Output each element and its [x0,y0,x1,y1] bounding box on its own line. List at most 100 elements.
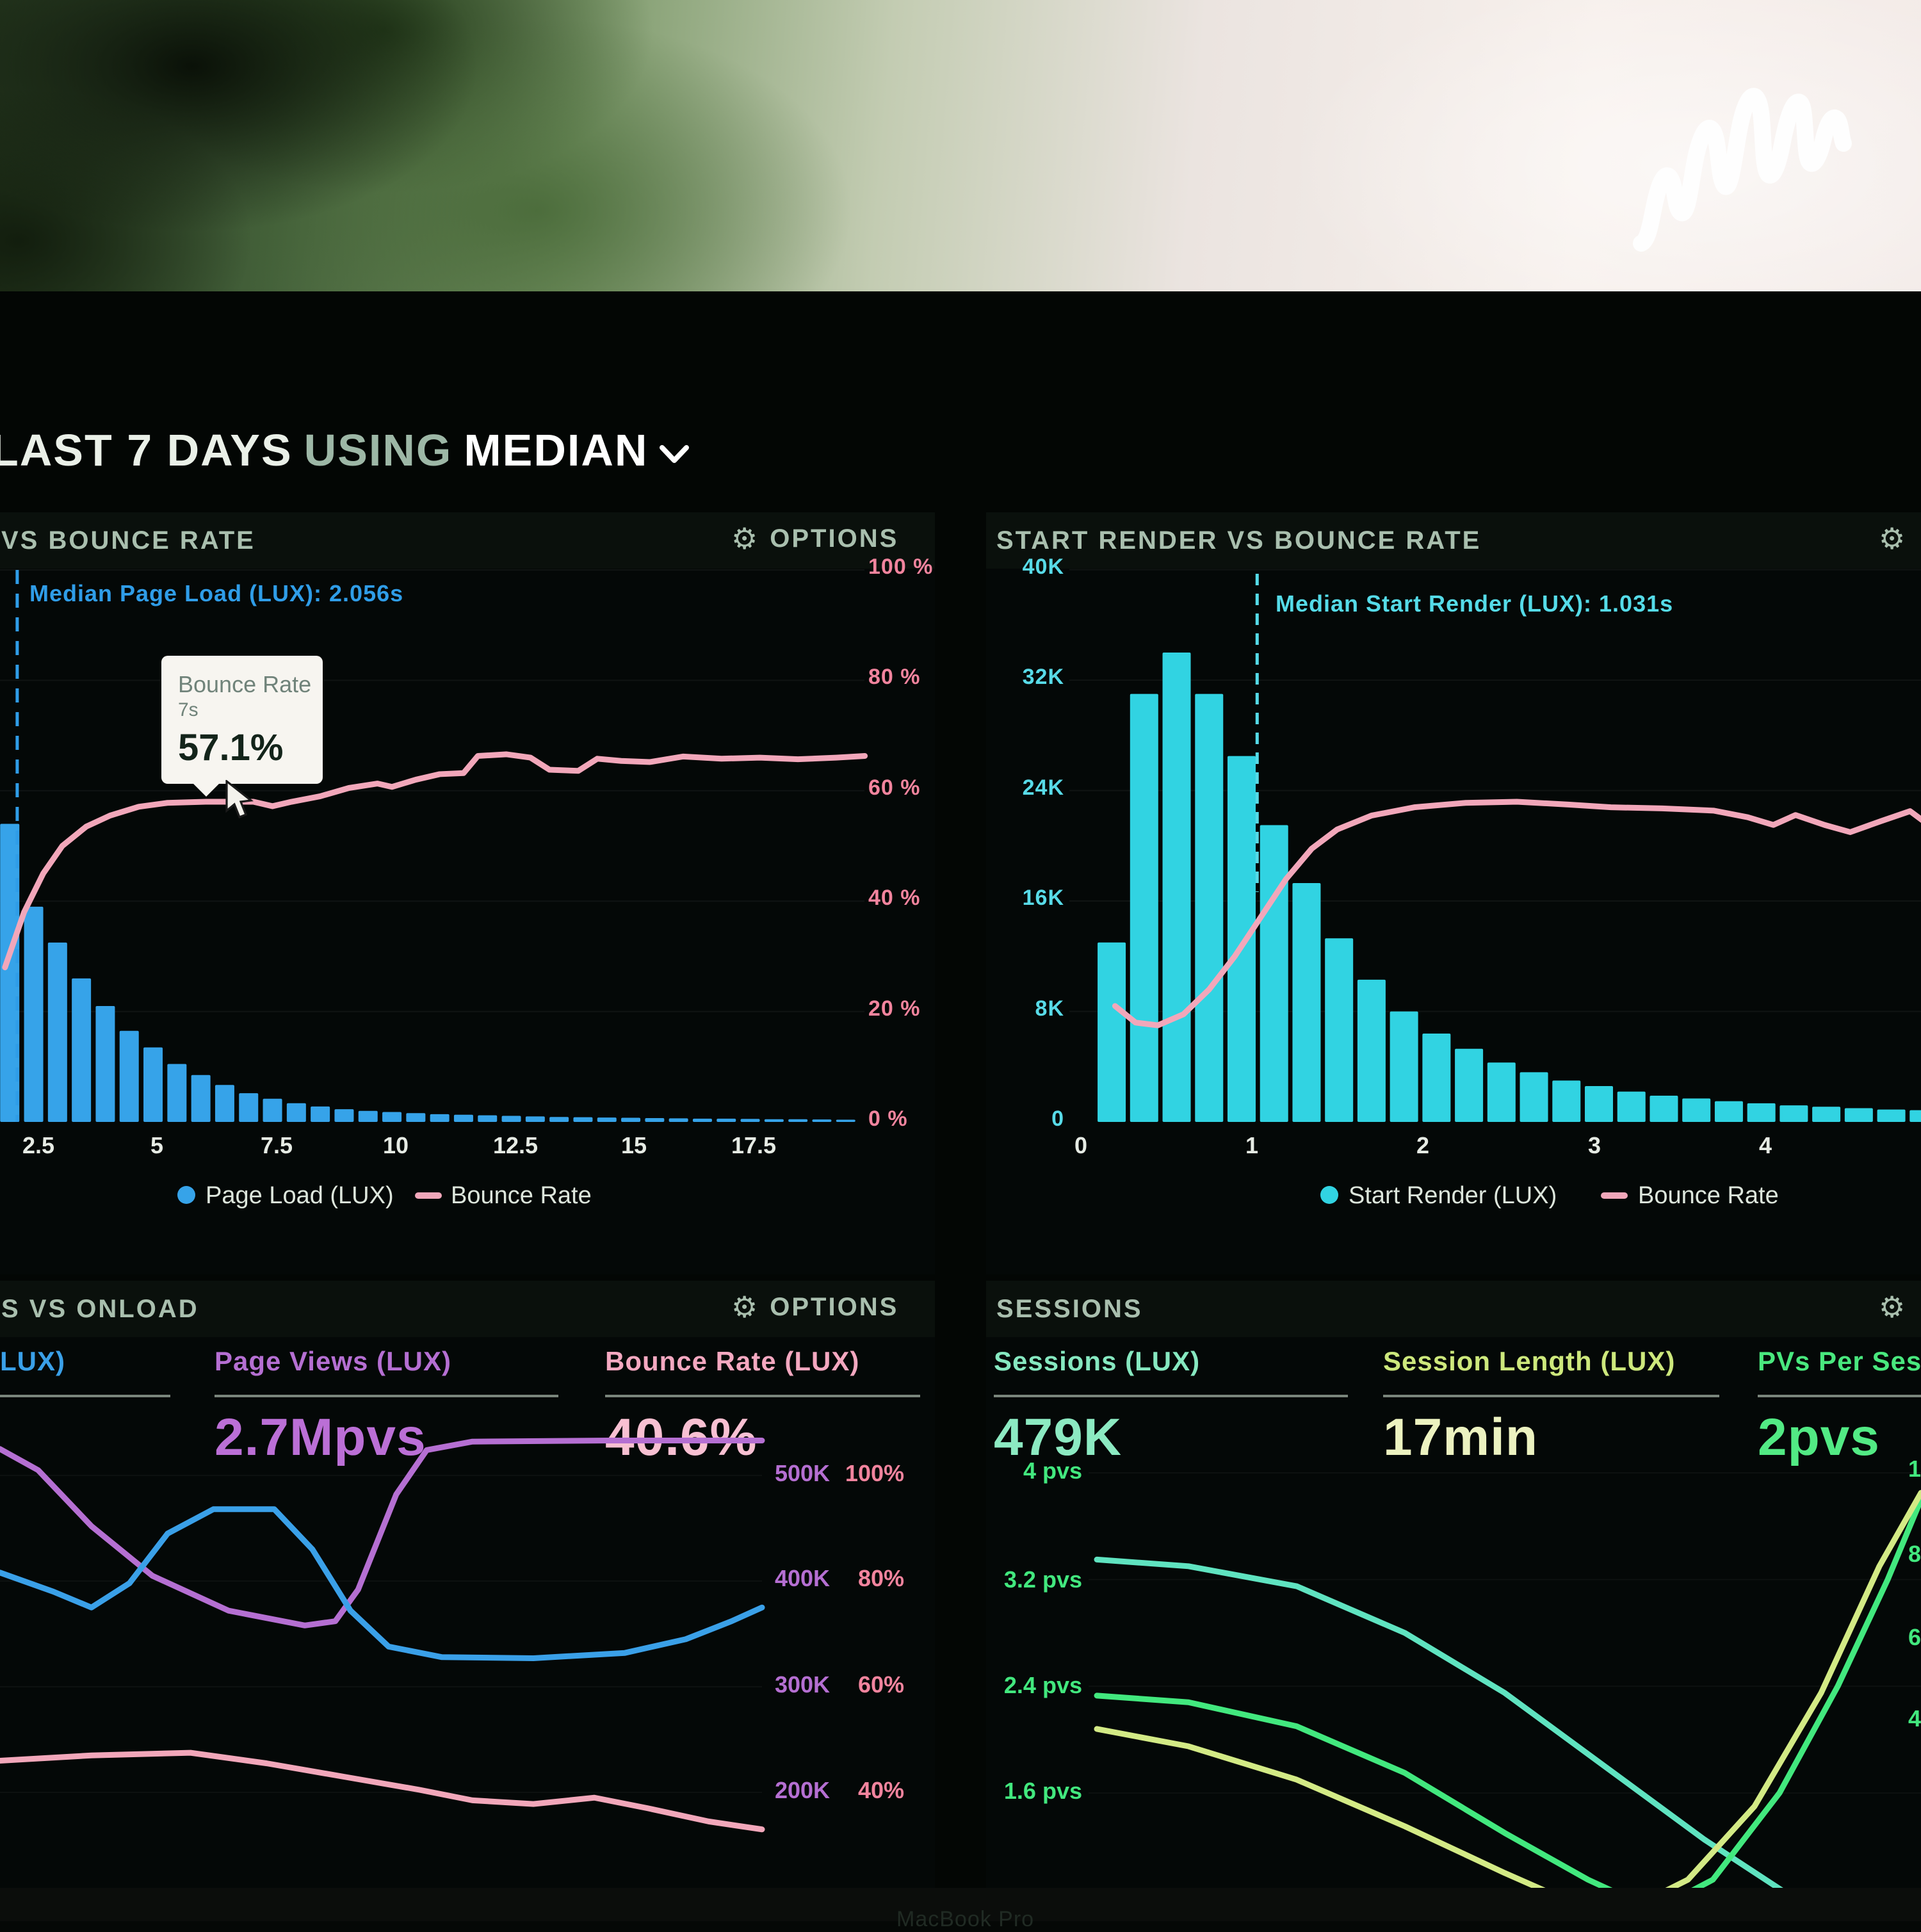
y-axis-label: 1.6 pvs [1003,1778,1082,1804]
gear-icon: ⚙ [731,521,760,556]
y-axis-label: 0 [1051,1107,1064,1131]
legend-label: Bounce Rate [451,1182,592,1209]
metric-underline [1758,1395,1921,1397]
panel-onload: S VS ONLOAD ⚙ OPTIONS [0,1281,935,1921]
x-axis-label: 12.5 [492,1132,539,1158]
y-axis-label: 24K [1022,775,1064,800]
y-axis-label: 40% [857,1777,904,1803]
panel-header: START RENDER VS BOUNCE RATE [986,512,1921,569]
metric-value: 2.7Mpvs [215,1408,426,1466]
gear-icon: ⚙ [731,1290,760,1324]
options-button[interactable]: ⚙ [1879,524,1907,553]
device-label: MacBook Pro [896,1907,1035,1931]
onload-chart-plot[interactable] [0,1409,935,1888]
options-label: OPTIONS [770,1292,899,1321]
legend-dot-icon [1320,1186,1338,1204]
y-axis-label: 80% [857,1565,904,1591]
page-load-chart-plot[interactable] [0,569,935,1132]
options-button[interactable]: ⚙ OPTIONS [731,1292,898,1322]
bounce-rate-tooltip: Bounce Rate 7s 57.1% [161,656,323,797]
x-axis-label: 7.5 [260,1132,293,1158]
sessions-chart-plot[interactable] [986,1409,1921,1932]
y-axis-label: 16K [1022,886,1064,910]
gear-icon: ⚙ [1879,1290,1908,1324]
y-axis-label: 2.4 pvs [1003,1672,1082,1698]
x-axis-label: 4 [1758,1132,1772,1158]
x-axis-label: 5 [1898,1132,1921,1159]
y-axis-label: 100 % [868,555,934,579]
y-axis-label: 3.2 pvs [1003,1566,1082,1593]
y-axis-label: 8 [1908,1541,1921,1567]
x-axis-label: 3 [1587,1132,1601,1158]
panel-header: SESSIONS [986,1281,1921,1337]
metric-label: Sessions (LUX) [994,1346,1201,1376]
legend-dot-icon [177,1186,195,1204]
legend-line-icon [415,1192,442,1199]
y-axis-label: 500K [774,1460,830,1486]
options-button[interactable]: ⚙ [1879,1292,1907,1322]
waveform-logo-icon [1633,88,1852,252]
header-aggregation-text: MEDIAN [464,425,649,475]
y-axis-label: 100% [845,1460,904,1486]
x-axis-label: 5 [150,1132,164,1158]
metric-label: LUX) [0,1346,65,1376]
legend-line-icon [1601,1192,1628,1199]
metric-underline [1383,1395,1719,1397]
x-axis-label: 2 [1416,1132,1430,1158]
metric-value: 40.6% [605,1408,758,1466]
x-axis-label: 15 [620,1132,647,1158]
legend-label: Start Render (LUX) [1349,1182,1557,1209]
metric-value: 479K [994,1408,1123,1466]
y-axis-label: 0 % [868,1107,908,1131]
y-axis-label: 40 % [868,886,921,910]
y-axis-label: 20 % [868,996,921,1021]
x-axis-label: 2.5 [22,1132,55,1158]
y-axis-label: 6 [1908,1624,1921,1650]
panel-page-load-vs-bounce: VS BOUNCE RATE ⚙ OPTIONS [0,512,935,1274]
y-axis-label: 4 pvs [1023,1457,1082,1484]
panel-header: S VS ONLOAD [0,1281,935,1337]
y-axis-label: 8K [1035,996,1064,1021]
metric-underline [994,1395,1348,1397]
photo-background [0,0,1921,301]
panel-title: START RENDER VS BOUNCE RATE [996,526,1482,555]
tooltip-title: Bounce Rate [178,671,312,697]
metric-label: PVs Per Sessio [1758,1346,1921,1376]
metric-value: 17min [1383,1408,1538,1466]
legend-label: Page Load (LUX) [206,1182,394,1209]
panel-title: S VS ONLOAD [1,1294,199,1323]
options-button[interactable]: ⚙ OPTIONS [731,524,898,553]
cursor-icon [225,780,254,819]
y-axis-label: 4 [1908,1705,1921,1732]
tooltip-time: 7s [178,699,199,720]
y-axis-label: 40K [1022,555,1064,579]
header-range-text: LAST 7 DAYS [0,425,293,475]
y-axis-label: 200K [774,1777,830,1803]
laptop-bezel: MacBook Pro [0,1888,1921,1931]
options-label: OPTIONS [770,524,899,553]
x-axis-label: 1 [1245,1132,1259,1158]
median-page-load-annotation: Median Page Load (LUX): 2.056s [29,580,404,606]
y-axis-label: 10 [1908,1456,1921,1482]
date-range-dropdown[interactable]: LAST 7 DAYS USING MEDIAN [0,415,690,485]
metric-label: Session Length (LUX) [1383,1346,1676,1376]
y-axis-label: 80 % [868,665,921,689]
y-axis-label: 32K [1022,665,1064,689]
panel-title: SESSIONS [996,1294,1143,1323]
y-axis-label: 60% [857,1671,904,1698]
start-render-chart-plot[interactable] [986,569,1921,1132]
metric-underline [215,1395,558,1397]
metric-underline [0,1395,170,1397]
legend-label: Bounce Rate [1638,1182,1779,1209]
y-axis-label: 300K [774,1671,830,1698]
tooltip-value: 57.1% [178,727,284,768]
chevron-down-icon [660,445,690,463]
x-axis-label: 17.5 [731,1132,777,1158]
x-axis-label: 0 [1074,1132,1088,1158]
y-axis-label: 400K [774,1565,830,1591]
metric-label: Page Views (LUX) [215,1346,452,1376]
median-start-render-annotation: Median Start Render (LUX): 1.031s [1276,590,1674,617]
metric-underline [605,1395,920,1397]
gear-icon: ⚙ [1879,521,1908,556]
header-using-text: USING [304,425,453,475]
